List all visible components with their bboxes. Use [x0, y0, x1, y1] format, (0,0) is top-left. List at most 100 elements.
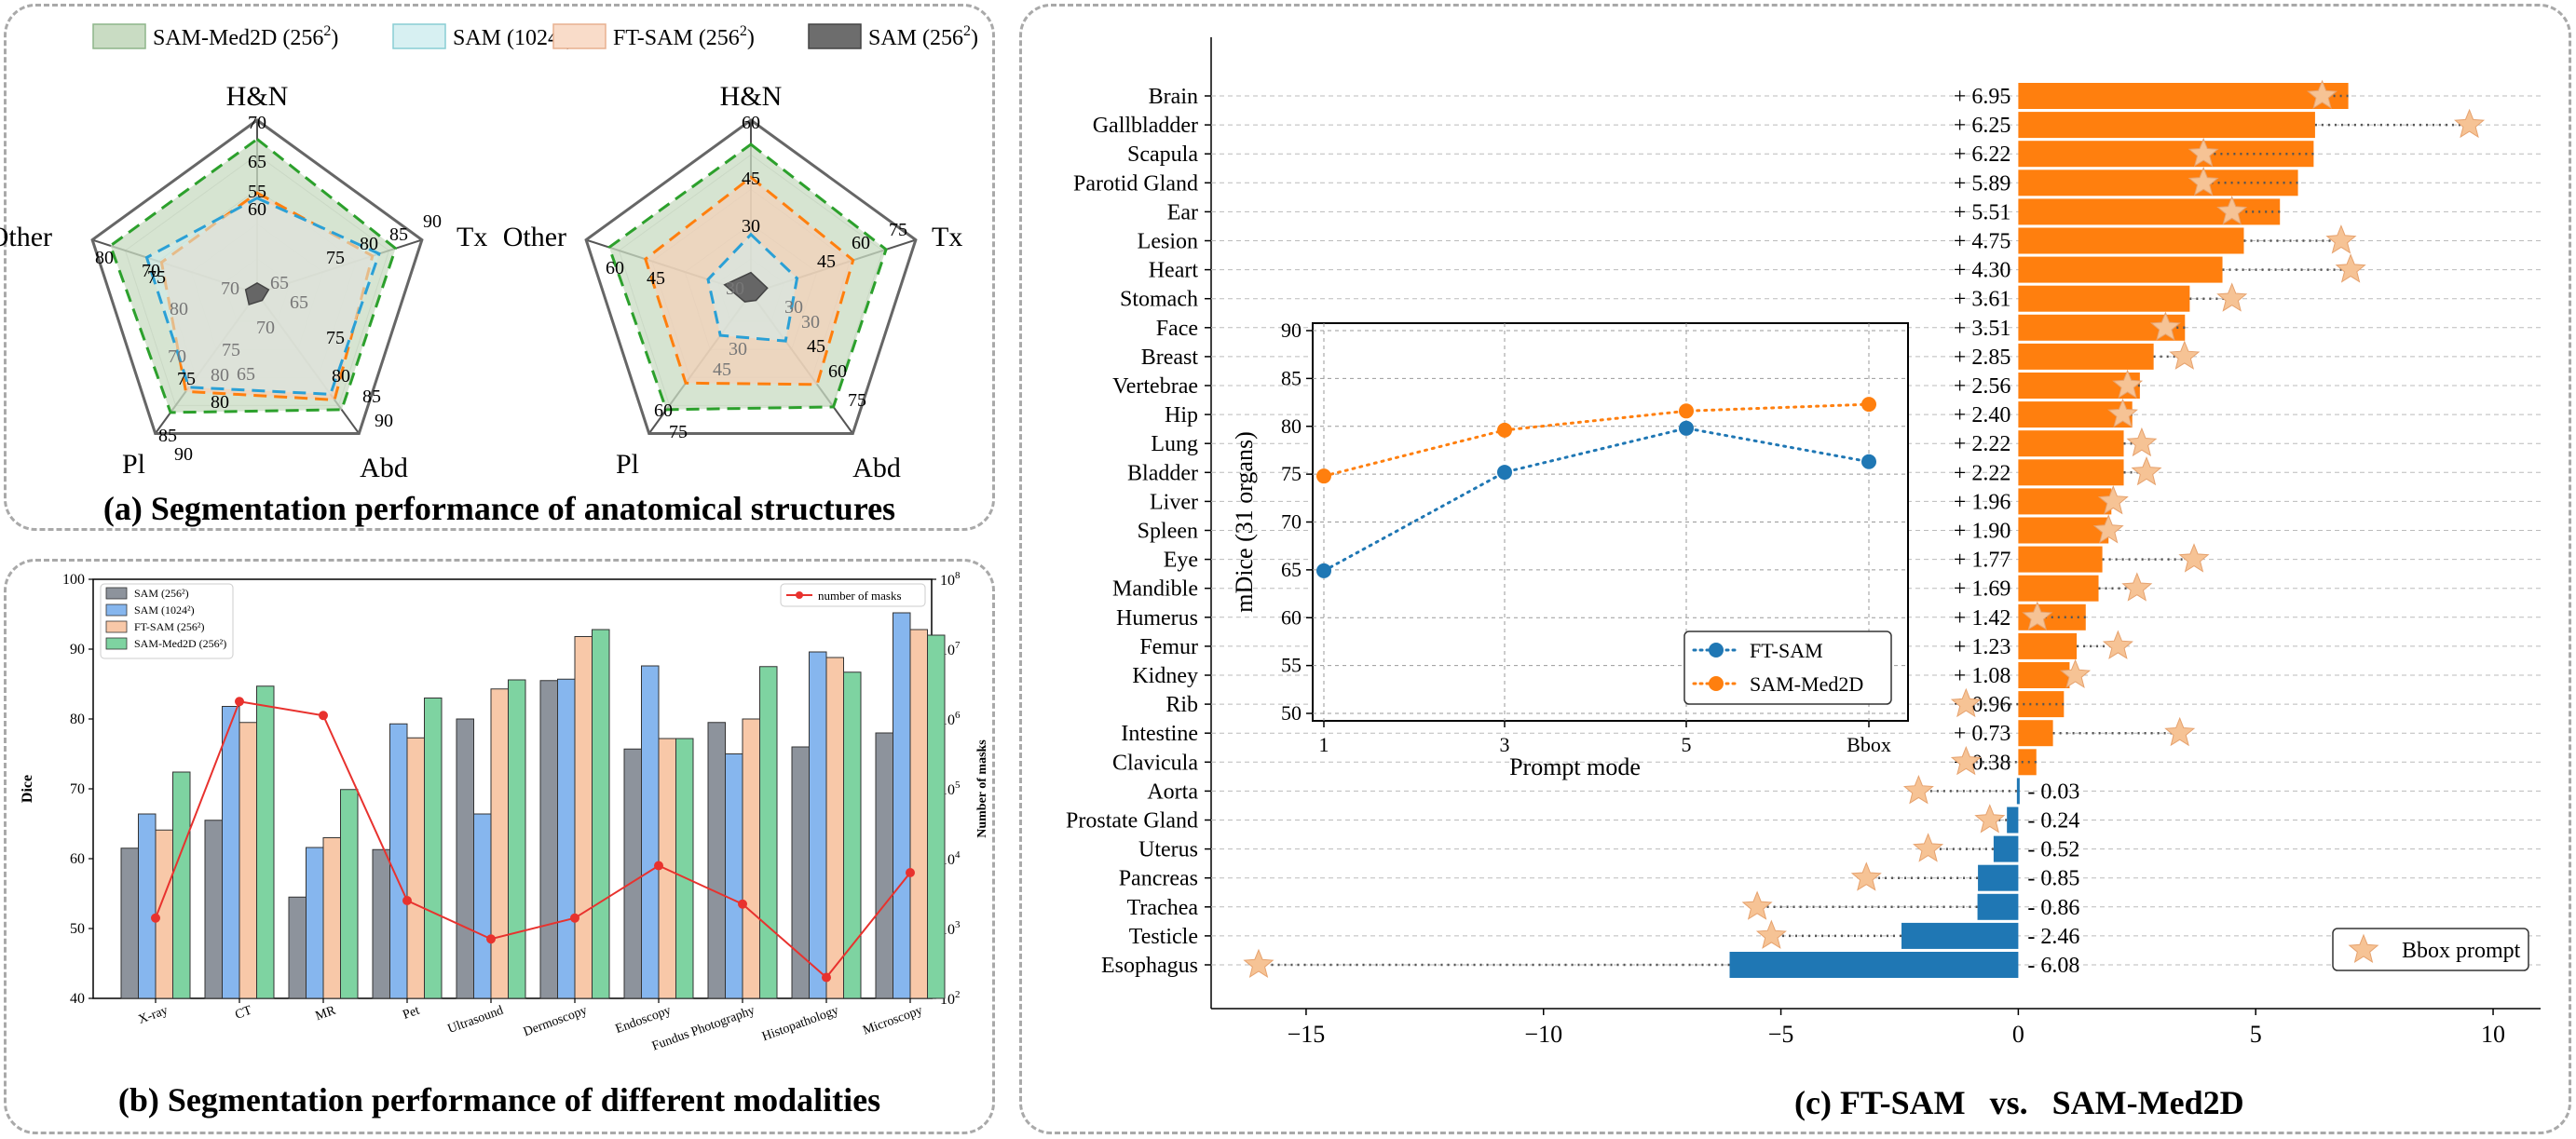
diff-value-label: + 1.96 — [1954, 490, 2011, 514]
radar-tick-label: 90 — [174, 444, 193, 465]
masks-point — [486, 934, 496, 944]
radar-tick-label: 60 — [852, 233, 870, 253]
line-legend-marker — [796, 591, 803, 599]
diff-bar — [2018, 720, 2053, 747]
bbox-star-marker — [2092, 514, 2124, 544]
radar-tick-label: 90 — [423, 211, 442, 232]
panel-c-caption: (c) FT-SAM vs. SAM-Med2D — [1794, 1084, 2244, 1121]
diff-bar — [1978, 864, 2019, 891]
bbox-star-marker — [2097, 485, 2129, 515]
diff-legend-box — [2332, 928, 2529, 971]
bar-y-tick-label: 90 — [70, 642, 85, 658]
diff-category-label: Lung — [1151, 432, 1198, 456]
radar-inner-tick: 70 — [256, 318, 275, 338]
radar-tick-label: 60 — [654, 400, 673, 421]
bar-legend-swatch — [105, 603, 128, 617]
diff-category-label: Rib — [1165, 693, 1198, 717]
diff-x-tick-label: −15 — [1288, 1021, 1326, 1048]
masks-point — [319, 711, 328, 721]
diff-value-label: + 2.22 — [1954, 461, 2011, 485]
bar-x-tick-label: X-ray — [137, 1004, 170, 1027]
radar-axis-label: Abd — [852, 453, 901, 483]
diff-bar — [1993, 835, 2019, 862]
diff-value-label: - 0.03 — [2027, 780, 2079, 804]
bar — [675, 738, 694, 999]
inset-y-tick-label: 65 — [1281, 558, 1302, 581]
diff-value-label: + 0.73 — [1954, 722, 2011, 746]
radar-outer-frame — [584, 118, 918, 435]
bar-x-tick-label: Ultrasound — [446, 1004, 506, 1037]
bar — [825, 657, 844, 999]
inset-point — [1679, 403, 1694, 419]
bbox-star-marker — [2107, 398, 2138, 428]
radar-tick-label: 30 — [742, 216, 760, 237]
radar-inner-tick: 75 — [222, 340, 240, 360]
diff-category-label: Femur — [1139, 635, 1198, 659]
bar — [456, 718, 474, 999]
bbox-star-marker — [2178, 543, 2210, 573]
radar-tick-label: 75 — [326, 248, 345, 268]
bar — [539, 680, 558, 999]
bbox-star-marker — [2188, 166, 2219, 197]
inset-point — [1497, 422, 1512, 438]
bar — [893, 612, 911, 999]
radar-inner-tick: 80 — [211, 365, 229, 386]
line-legend-label: number of masks — [818, 589, 902, 603]
bar — [239, 722, 257, 999]
radar-tick-label: 60 — [828, 361, 847, 382]
bar — [406, 737, 425, 999]
diff-category-label: Gallbladder — [1093, 114, 1198, 138]
bar-y-tick-label: 70 — [70, 781, 85, 797]
diff-category-label: Heart — [1149, 259, 1199, 283]
inset-legend-label: FT-SAM — [1750, 639, 1823, 662]
diff-value-label: + 5.51 — [1954, 200, 2011, 224]
diff-category-label: Bladder — [1127, 461, 1198, 485]
bbox-star-marker — [1950, 745, 1982, 776]
diff-bar — [2018, 459, 2124, 486]
diff-category-label: Face — [1156, 317, 1198, 341]
line-legend: number of masks — [780, 583, 926, 607]
bbox-star-marker — [1974, 804, 2006, 834]
radar-tick-label: 85 — [362, 386, 381, 407]
bar-y-tick-label: 80 — [70, 712, 85, 727]
radar-tick-label: 75 — [326, 328, 345, 348]
diff-value-label: + 6.25 — [1954, 114, 2011, 138]
panel-a: SAM-Med2D (2562) SAM (10242) FT-SAM (2562)… — [0, 23, 978, 527]
bbox-star-marker — [1243, 948, 1274, 978]
radar-tick-label: 85 — [389, 224, 408, 245]
bbox-star-marker — [2121, 572, 2153, 602]
masks-line — [155, 700, 911, 979]
diff-x-tick-label: −5 — [1768, 1021, 1794, 1048]
diff-bar — [2018, 343, 2154, 370]
diff-value-label: + 3.61 — [1954, 288, 2011, 312]
radar-axis-label: Tx — [457, 222, 487, 252]
inset-legend: FT-SAM SAM-Med2D — [1683, 631, 1892, 705]
radar-tick-label: 75 — [147, 267, 166, 288]
bbox-star-marker — [2131, 455, 2162, 486]
inset-point — [1316, 468, 1331, 484]
diff-category-label: Uterus — [1138, 838, 1198, 862]
radar-axis-label: Other — [0, 222, 52, 252]
inset-point — [1861, 454, 1876, 469]
bar — [809, 651, 827, 999]
diff-value-label: + 4.30 — [1954, 259, 2011, 283]
bar — [557, 678, 576, 999]
radar-tick-label: 75 — [669, 422, 688, 442]
legend-label: SAM-Med2D (2562) — [153, 23, 338, 50]
bbox-star-marker — [1755, 919, 1787, 949]
bar — [641, 665, 660, 999]
inset-point — [1316, 563, 1331, 578]
inset-y-tick-label: 90 — [1281, 319, 1302, 342]
diff-category-label: Parotid Gland — [1073, 171, 1198, 196]
radar-inner-tick: 65 — [270, 273, 289, 293]
radar-outer-frame — [90, 118, 424, 435]
bbox-star-marker — [2112, 369, 2144, 399]
radar-tick-label: 60 — [248, 199, 266, 220]
radar-tick-label: 45 — [647, 268, 665, 289]
diff-bar — [2018, 430, 2124, 457]
radar-axis-label: H&N — [226, 81, 289, 112]
panel-b: 405060708090100102103104105106107108Dice… — [20, 570, 989, 1119]
diff-value-label: + 2.56 — [1954, 374, 2011, 399]
bar-x-tick-label: Pet — [401, 1004, 421, 1023]
